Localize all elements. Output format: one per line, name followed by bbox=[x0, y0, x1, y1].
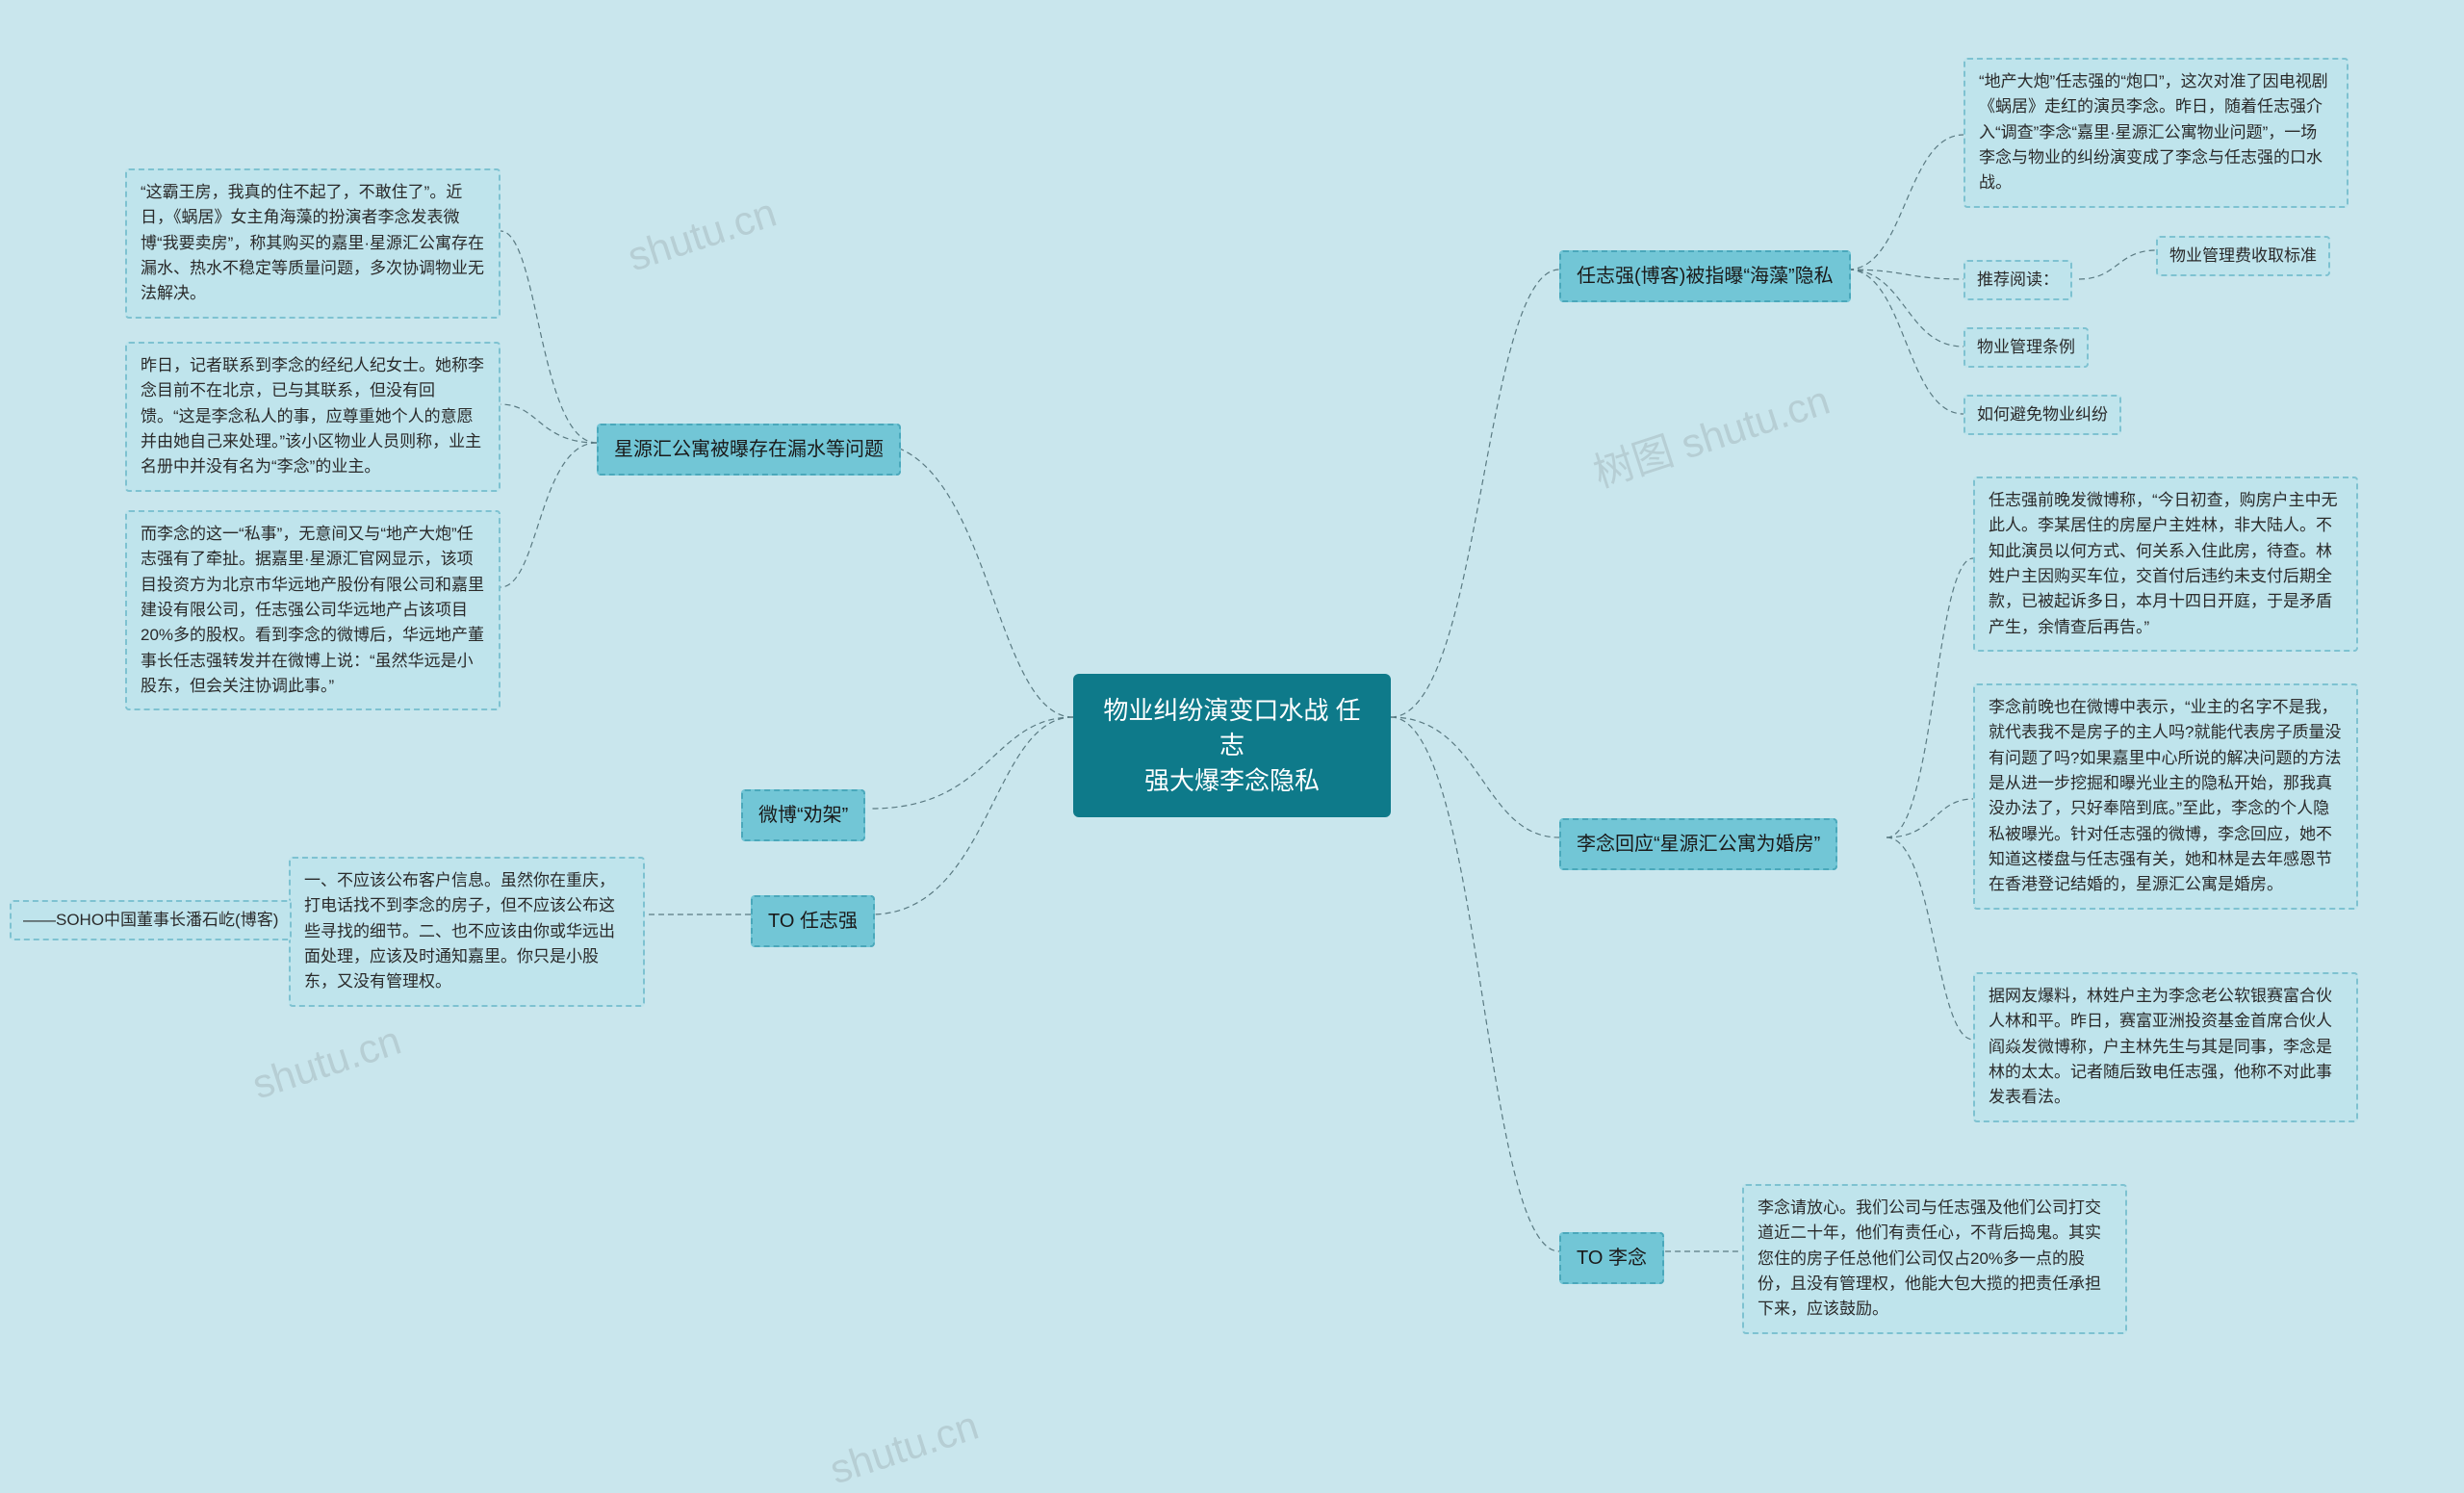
branch-label: 微博“劝架” bbox=[758, 805, 848, 826]
leaf-reading-item-3: 如何避免物业纠纷 bbox=[1964, 395, 2121, 435]
branch-to-linian: TO 李念 bbox=[1559, 1232, 1664, 1284]
branch-weibo-mediate: 微博“劝架” bbox=[741, 789, 865, 841]
leaf-recommended-reading-label: 推荐阅读： bbox=[1964, 260, 2072, 300]
center-title-line2: 强大爆李念隐私 bbox=[1144, 766, 1320, 795]
leaf-text: ——SOHO中国董事长潘石屹(博客) bbox=[23, 911, 278, 929]
center-node: 物业纠纷演变口水战 任志 强大爆李念隐私 bbox=[1073, 674, 1391, 817]
leaf-xingyuanhui-3: 而李念的这一“私事”，无意间又与“地产大炮”任志强有了牵扯。据嘉里·星源汇官网显… bbox=[125, 510, 500, 710]
leaf-text: “地产大炮”任志强的“炮口”，这次对准了因电视剧《蜗居》走红的演员李念。昨日，随… bbox=[1979, 72, 2328, 192]
watermark-text: shutu.cn bbox=[824, 1403, 984, 1493]
leaf-to-ren-1: 一、不应该公布客户信息。虽然你在重庆，打电话找不到李念的房子，但不应该公布这些寻… bbox=[289, 857, 645, 1007]
leaf-ren-expose-main: “地产大炮”任志强的“炮口”，这次对准了因电视剧《蜗居》走红的演员李念。昨日，随… bbox=[1964, 58, 2348, 208]
leaf-text: 而李念的这一“私事”，无意间又与“地产大炮”任志强有了牵扯。据嘉里·星源汇官网显… bbox=[141, 525, 484, 695]
branch-to-renzhiqiang: TO 任志强 bbox=[751, 895, 875, 947]
branch-label: 任志强(博客)被指曝“海藻”隐私 bbox=[1577, 266, 1834, 287]
watermark: shutu.cn bbox=[824, 1403, 984, 1493]
leaf-text: 物业管理费收取标准 bbox=[2169, 246, 2317, 265]
branch-label: 李念回应“星源汇公寓为婚房” bbox=[1577, 834, 1820, 855]
leaf-linian-2: 李念前晚也在微博中表示，“业主的名字不是我，就代表我不是房子的主人吗?就能代表房… bbox=[1973, 683, 2358, 910]
leaf-reading-item-1: 物业管理费收取标准 bbox=[2156, 236, 2330, 276]
leaf-text: 李念请放心。我们公司与任志强及他们公司打交道近二十年，他们有责任心，不背后捣鬼。… bbox=[1758, 1198, 2101, 1318]
leaf-text: “这霸王房，我真的住不起了，不敢住了”。近日，《蜗居》女主角海藻的扮演者李念发表… bbox=[141, 183, 484, 302]
leaf-text: 李念前晚也在微博中表示，“业主的名字不是我，就代表我不是房子的主人吗?就能代表房… bbox=[1989, 698, 2341, 893]
leaf-xingyuanhui-1: “这霸王房，我真的住不起了，不敢住了”。近日，《蜗居》女主角海藻的扮演者李念发表… bbox=[125, 168, 500, 319]
leaf-text: 物业管理条例 bbox=[1977, 338, 2075, 356]
leaf-text: 任志强前晚发微博称，“今日初查，购房户主中无此人。李某居住的房屋户主姓林，非大陆… bbox=[1989, 491, 2338, 636]
leaf-xingyuanhui-2: 昨日，记者联系到李念的经纪人纪女士。她称李念目前不在北京，已与其联系，但没有回馈… bbox=[125, 342, 500, 492]
branch-label: 星源汇公寓被曝存在漏水等问题 bbox=[614, 439, 884, 460]
leaf-text: 据网友爆料，林姓户主为李念老公软银赛富合伙人林和平。昨日，赛富亚洲投资基金首席合… bbox=[1989, 987, 2332, 1106]
leaf-to-linian-1: 李念请放心。我们公司与任志强及他们公司打交道近二十年，他们有责任心，不背后捣鬼。… bbox=[1742, 1184, 2127, 1334]
branch-ren-expose-privacy: 任志强(博客)被指曝“海藻”隐私 bbox=[1559, 250, 1851, 302]
center-title-line1: 物业纠纷演变口水战 任志 bbox=[1103, 696, 1360, 759]
watermark-text: shutu.cn bbox=[246, 1017, 406, 1108]
leaf-reading-item-2: 物业管理条例 bbox=[1964, 327, 2089, 368]
watermark: shutu.cn bbox=[246, 1017, 406, 1109]
leaf-text: 推荐阅读： bbox=[1977, 270, 2059, 289]
branch-label: TO 李念 bbox=[1577, 1248, 1647, 1269]
watermark: shutu.cn bbox=[622, 190, 782, 281]
watermark-text: 树图 shutu.cn bbox=[1588, 377, 1835, 496]
leaf-linian-1: 任志强前晚发微博称，“今日初查，购房户主中无此人。李某居住的房屋户主姓林，非大陆… bbox=[1973, 476, 2358, 652]
branch-label: TO 任志强 bbox=[768, 911, 858, 932]
leaf-linian-3: 据网友爆料，林姓户主为李念老公软银赛富合伙人林和平。昨日，赛富亚洲投资基金首席合… bbox=[1973, 972, 2358, 1122]
branch-xingyuanhui-issues: 星源汇公寓被曝存在漏水等问题 bbox=[597, 424, 901, 476]
leaf-text: 昨日，记者联系到李念的经纪人纪女士。她称李念目前不在北京，已与其联系，但没有回馈… bbox=[141, 356, 484, 476]
leaf-text: 一、不应该公布客户信息。虽然你在重庆，打电话找不到李念的房子，但不应该公布这些寻… bbox=[304, 871, 615, 991]
leaf-soho-panshiyi: ——SOHO中国董事长潘石屹(博客) bbox=[10, 900, 292, 940]
leaf-text: 如何避免物业纠纷 bbox=[1977, 405, 2108, 424]
branch-linian-response: 李念回应“星源汇公寓为婚房” bbox=[1559, 818, 1837, 870]
watermark: 树图 shutu.cn bbox=[1585, 368, 1836, 500]
watermark-text: shutu.cn bbox=[622, 190, 782, 280]
